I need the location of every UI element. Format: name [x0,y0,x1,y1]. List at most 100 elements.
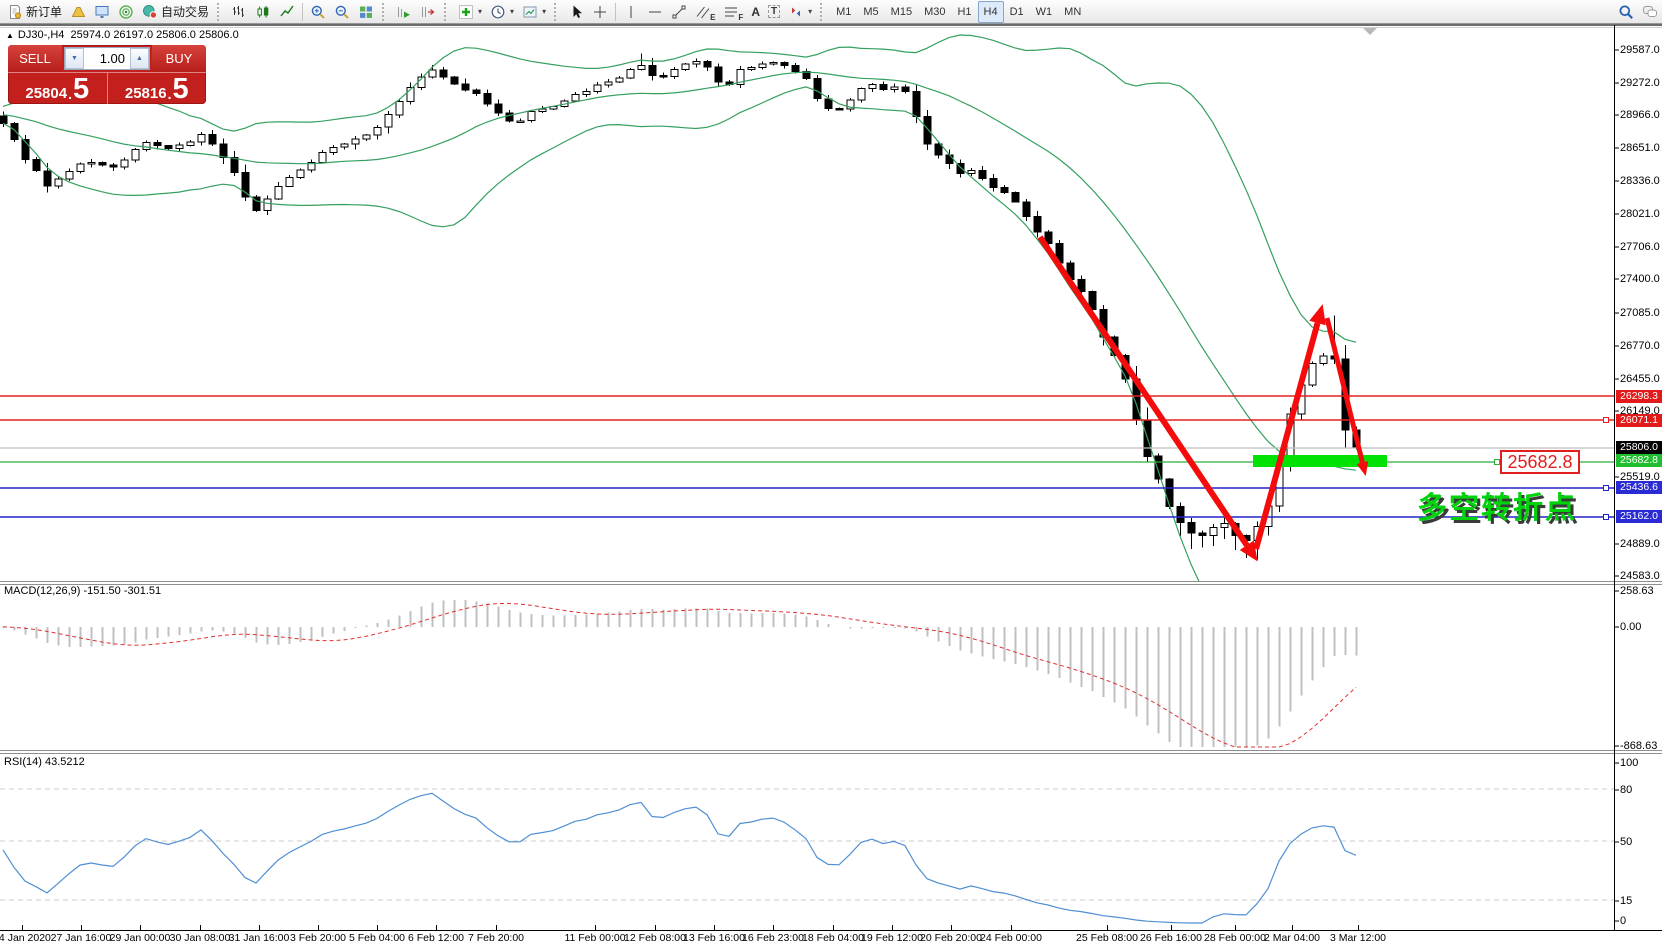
zoom-in-button[interactable] [306,1,330,23]
price-axis-tick: 27085.0 [1620,307,1660,319]
rsi-label: RSI(14) 43.5212 [4,756,85,768]
time-axis-label: 7 Feb 20:00 [467,932,525,944]
price-axis-tick: 26770.0 [1620,340,1660,352]
volume-input[interactable]: 1.00 [99,51,125,66]
price-axis-tick: 28336.0 [1620,175,1660,187]
sell-price[interactable]: 25804 . 5 [8,73,107,104]
arrows-button-icon [792,7,801,16]
volume-decrease-button[interactable]: ▼ [65,48,84,69]
cn-annotation: 多空转折点 [1417,492,1577,525]
toolbar-grip [444,2,450,21]
fibonacci-button[interactable]: F [719,1,747,23]
zoom-out-button[interactable] [330,1,354,23]
timeframe-m1-button[interactable]: M1 [836,5,852,18]
toolbar-separator [615,2,617,21]
time-axis[interactable] [0,930,1662,944]
market-watch-icon[interactable] [90,1,114,23]
macd-axis-tick: -868.63 [1620,740,1658,752]
time-axis-label: 26 Feb 16:00 [1140,932,1202,944]
time-axis-label: 5 Feb 04:00 [348,932,406,944]
timeframe-m15-button[interactable]: M15 [890,5,913,18]
price-axis-tick: 28651.0 [1620,142,1660,154]
price-axis-tick: 24583.0 [1620,570,1660,582]
arrows-button[interactable]: ▾ [784,1,816,23]
time-axis-label: 3 Mar 12:00 [1329,932,1387,944]
auto-trading-button[interactable]: 自动交易 [138,1,213,23]
timeframe-m30-button[interactable]: M30 [924,5,946,18]
equidistant-channel-button-glyph: E [710,12,716,22]
timeframe-h4-button[interactable]: H4 [977,0,1004,23]
horizontal-line-button-icon [649,11,662,12]
equidistant-channel-button[interactable]: E [691,1,719,23]
time-axis-label: 2 Mar 04:00 [1263,932,1321,944]
object-anchor-square [1603,417,1609,423]
candlestick-chart-button-icon [257,5,269,17]
crosshair-button-icon [594,5,607,18]
toolbar-grip [217,2,223,21]
indicators-button[interactable]: ▾ [454,1,486,23]
bar-chart-button[interactable] [227,1,251,23]
timeframe-h1-button[interactable]: H1 [957,5,972,18]
line-chart-button-icon [280,5,294,16]
timeframe-w1-button[interactable]: W1 [1035,5,1053,18]
auto-scroll-button[interactable] [392,1,416,23]
text-button[interactable]: A [747,1,764,23]
profile-icon[interactable] [66,1,90,23]
time-axis-label: 30 Jan 08:00 [169,932,231,944]
line-chart-button[interactable] [275,1,299,23]
cursor-button[interactable] [564,1,588,23]
price-axis-tick: 29272.0 [1620,77,1660,89]
time-axis-label: 20 Feb 20:00 [920,932,982,944]
chart-shift-button[interactable] [416,1,440,23]
tile-windows-button[interactable] [354,1,378,23]
timeframe-mn-button[interactable]: MN [1064,5,1082,18]
sell-button[interactable]: SELL [8,45,62,72]
buy-price[interactable]: 25816 . 5 [106,73,207,104]
volume-increase-button[interactable]: ▲ [130,48,149,69]
signals-icon[interactable] [114,1,138,23]
time-axis-label: 29 Jan 00:00 [109,932,171,944]
time-axis-label: 16 Feb 23:00 [742,932,804,944]
price-axis-tick: 25519.0 [1620,471,1660,483]
price-flag-label[interactable]: 25682.8 [1500,450,1580,474]
crosshair-button[interactable] [588,1,612,23]
price-axis-tick: 29587.0 [1620,44,1660,56]
time-axis-label: 25 Feb 08:00 [1076,932,1138,944]
text-label-button[interactable]: T [764,1,784,23]
macd-axis-tick: 258.63 [1620,585,1654,597]
buy-price-dot: . [167,86,172,102]
community-button[interactable] [1638,1,1662,23]
toolbar-grip [820,2,826,21]
symbol-info-text: DJ30-,H4 25974.0 26197.0 25806.0 25806.0 [17,29,239,41]
timeframe-d1-button[interactable]: D1 [1009,5,1024,18]
zoom-in-button-icon [311,5,325,19]
horizontal-line-button[interactable] [643,1,667,23]
indicators-button-dropdown-icon: ▾ [478,7,483,16]
vertical-line-button-icon [630,5,632,18]
periods-button[interactable]: ▾ [486,1,518,23]
trendline-button-icon [672,5,686,18]
price-axis-badge: 25682.8 [1616,453,1662,467]
toolbar-separator [302,2,304,21]
vertical-line-button[interactable] [619,1,643,23]
timeframe-m5-button[interactable]: M5 [863,5,879,18]
price-axis-tick: 27706.0 [1620,241,1660,253]
buy-button[interactable]: BUY [152,45,206,72]
trendline-button[interactable] [667,1,691,23]
zoom-out-button-icon [335,5,349,19]
time-axis-label: 19 Feb 12:00 [861,932,923,944]
templates-button[interactable]: ▾ [518,1,550,23]
price-axis-tick: 24889.0 [1620,538,1660,550]
buy-price-main: 25816 [124,85,167,102]
candlestick-chart-button[interactable] [251,1,275,23]
arrows-button-dropdown-icon: ▾ [808,7,813,16]
volume-box: ▼ 1.00 ▲ [64,47,150,70]
sell-price-dot: . [68,86,72,102]
toolbar: 新订单 自动交易 ▾ ▾ ▾ E F A T ▾ M1 M5 M15 M30 H1 H4 D1 W1 MN [0,0,1662,24]
new-order-button[interactable]: 新订单 [3,1,66,23]
sell-price-main: 25804 [25,85,68,102]
time-axis-label: 13 Feb 16:00 [683,932,745,944]
toolbar-search-button[interactable] [1614,1,1638,23]
time-axis-label: 31 Jan 16:00 [228,932,290,944]
